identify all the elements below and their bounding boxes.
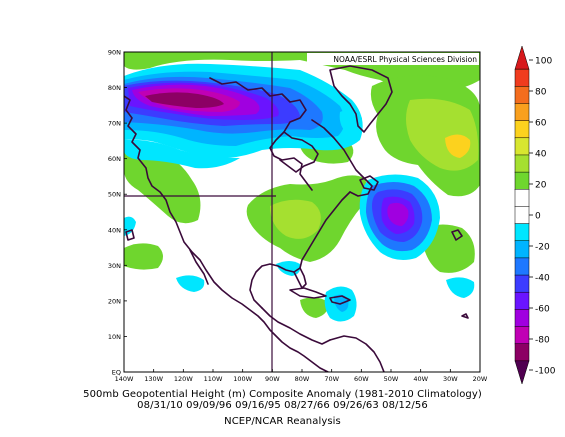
anomaly-field <box>124 52 480 372</box>
caption-dates: 08/31/10 09/09/96 09/16/95 08/27/66 09/2… <box>137 400 428 411</box>
colorbar-swatch <box>514 343 530 362</box>
cyan-north-pacific-coast <box>124 139 240 169</box>
lon-label-20w: 20W <box>473 375 488 383</box>
colorbar <box>514 45 530 385</box>
coast-cuba <box>289 287 327 299</box>
colorbar-swatch <box>514 68 530 87</box>
longitude-labels: 140W 130W 120W 110W 100W 90W 80W 70W 60W 50W 40W 30… <box>115 369 488 383</box>
cyan-east-atlantic <box>446 277 475 298</box>
cyan-eastern-pacific <box>176 275 205 292</box>
caption-title: 500mb Geopotential Height (m) Composite … <box>83 389 482 400</box>
colorbar-label: 100 <box>535 57 552 67</box>
colorbar-swatch <box>514 326 530 345</box>
colorbar-label: -100 <box>535 367 556 377</box>
lat-label-30n: 30N <box>108 262 121 270</box>
colorbar-tick-labels: 100 80 60 40 20 0 -20 -40 -60 -80 -100 <box>529 57 556 377</box>
yellow-atlantic-core <box>445 134 471 158</box>
coast-labrador <box>311 119 373 197</box>
green-west-coast <box>124 147 201 224</box>
colorbar-swatch <box>514 206 530 225</box>
coast-central-america <box>261 307 331 345</box>
colorbar-label: -60 <box>535 305 550 315</box>
lon-label-60w: 60W <box>354 375 369 383</box>
colorbar-swatch <box>514 309 530 328</box>
colorbar-label: -40 <box>535 274 550 284</box>
lon-label-70w: 70W <box>324 375 339 383</box>
lon-label-130w: 130W <box>144 375 163 383</box>
colorbar-label: -20 <box>535 243 550 253</box>
credit-text: NOAA/ESRL Physical Sciences Division <box>333 55 477 64</box>
coast-baja <box>189 249 209 285</box>
lat-label-60n: 60N <box>108 155 121 163</box>
colorbar-label: 20 <box>535 181 547 191</box>
credit-box: NOAA/ESRL Physical Sciences Division <box>307 53 479 65</box>
lat-label-50n: 50N <box>108 191 121 199</box>
colorbar-swatch <box>514 291 530 310</box>
lightgreen-eastern-us <box>270 199 321 239</box>
colorbar-label: -80 <box>535 336 550 346</box>
lon-label-120w: 120W <box>174 375 193 383</box>
colorbar-swatch <box>514 257 530 276</box>
colorbar-swatch <box>514 154 530 173</box>
latitude-labels: 90N 80N 70N 60N 50N 40N 30N 20N 10N EQ <box>108 49 127 377</box>
colorbar-swatch <box>514 103 530 122</box>
colorbar-swatch <box>514 274 530 293</box>
green-pacific-subtropics <box>124 243 163 270</box>
coast-newfoundland <box>359 175 379 191</box>
coast-alaska-canada-arctic <box>124 95 329 372</box>
lon-label-30w: 30W <box>443 375 458 383</box>
lat-label-70n: 70N <box>108 120 121 128</box>
lat-label-90n: 90N <box>108 49 121 57</box>
coast-hudson-bay <box>279 131 319 173</box>
lat-label-10n: 10N <box>108 333 121 341</box>
colorbar-swatch <box>514 86 530 105</box>
colorbar-swatch <box>514 223 530 242</box>
coast-south-america <box>329 335 385 372</box>
lon-label-50w: 50W <box>384 375 399 383</box>
lon-label-40w: 40W <box>413 375 428 383</box>
lon-label-100w: 100W <box>233 375 252 383</box>
coast-hispaniola <box>329 295 351 305</box>
colorbar-label: 0 <box>535 212 541 222</box>
colorbar-swatch <box>514 240 530 259</box>
colorbar-label: 80 <box>535 88 547 98</box>
lat-label-40n: 40N <box>108 226 121 234</box>
caption-source: NCEP/NCAR Reanalysis <box>224 416 341 427</box>
coast-greenland <box>329 65 393 133</box>
darkpurple-arctic-core <box>145 92 224 108</box>
lon-label-110w: 110W <box>204 375 223 383</box>
lon-label-80w: 80W <box>295 375 310 383</box>
map-grid <box>124 52 276 372</box>
colorbar-label: 40 <box>535 150 547 160</box>
colorbar-swatch <box>514 189 530 207</box>
colorbar-swatch <box>514 137 530 156</box>
colorbar-swatch <box>514 120 530 139</box>
negative-anomaly-regions <box>124 63 475 322</box>
colorbar-swatch <box>514 171 530 190</box>
colorbar-swatch <box>514 360 530 385</box>
lat-label-80n: 80N <box>108 84 121 92</box>
coast-north-island <box>125 229 135 241</box>
coast-florida <box>293 267 307 289</box>
lat-label-eq: EQ <box>112 369 121 377</box>
coast-arctic-archipelago <box>209 77 313 191</box>
purple-atlantic-core <box>387 202 409 226</box>
colorbar-label: 60 <box>535 119 547 129</box>
lat-label-20n: 20N <box>108 297 121 305</box>
coast-atlantic-islands <box>451 229 469 319</box>
lon-label-140w: 140W <box>115 375 134 383</box>
coastlines <box>124 65 469 372</box>
colorbar-swatch <box>514 45 530 70</box>
green-caribbean <box>300 297 329 318</box>
lon-label-90w: 90W <box>265 375 280 383</box>
